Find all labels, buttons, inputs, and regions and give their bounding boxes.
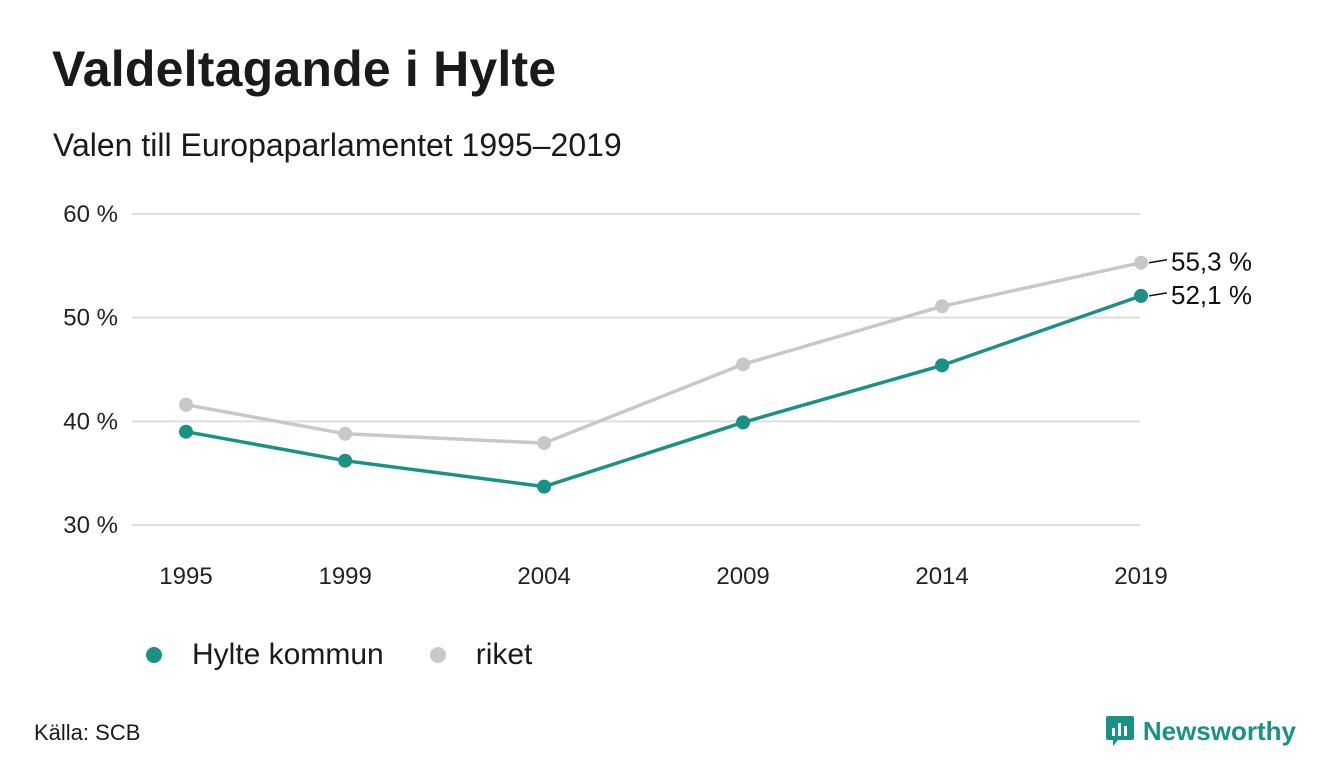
- data-point-riket: [1134, 255, 1148, 270]
- y-tick-label: 30 %: [63, 512, 118, 539]
- brand-logo[interactable]: Newsworthy: [1105, 714, 1296, 748]
- data-point-riket: [935, 299, 950, 314]
- end-labels: 55,3 %52,1 %: [1148, 247, 1252, 310]
- data-point-riket: [338, 426, 353, 441]
- x-tick-label: 1995: [159, 563, 212, 590]
- x-tick-label: 2004: [517, 563, 570, 590]
- end-label-riket: 55,3 %: [1171, 247, 1252, 277]
- x-tick-label: 2009: [716, 563, 769, 590]
- legend: Hylte kommun riket: [146, 638, 578, 672]
- end-label-hylte-kommun: 52,1 %: [1171, 280, 1252, 310]
- legend-label-hylte: Hylte kommun: [192, 638, 384, 671]
- data-point-riket: [179, 397, 193, 412]
- data-point-hylte-kommun: [179, 424, 193, 439]
- bar-chart-speech-icon: [1105, 716, 1134, 746]
- gridlines: [132, 213, 1140, 526]
- x-tick-label: 1999: [318, 563, 371, 590]
- chart-title: Valdeltagande i Hylte: [52, 41, 557, 97]
- y-tick-label: 60 %: [63, 201, 118, 228]
- data-point-riket: [736, 357, 751, 372]
- legend-dot-riket: [429, 647, 446, 663]
- legend-item-riket[interactable]: riket: [429, 638, 533, 672]
- data-point-riket: [537, 436, 552, 451]
- x-axis-ticks: 1995 1999 2004 2009 2014 2019: [159, 563, 1167, 590]
- x-tick-label: 2019: [1114, 563, 1167, 590]
- legend-dot-hylte: [146, 647, 162, 663]
- y-tick-label: 40 %: [63, 408, 118, 435]
- data-point-hylte-kommun: [736, 415, 751, 430]
- legend-item-hylte[interactable]: Hylte kommun: [146, 638, 384, 672]
- legend-label-riket: riket: [475, 638, 533, 671]
- chart-subtitle: Valen till Europaparlamentet 1995–2019: [53, 127, 622, 163]
- series-line-riket: [185, 260, 1142, 445]
- series-group: [179, 255, 1148, 494]
- source-note: Källa: SCB: [34, 720, 141, 745]
- data-point-hylte-kommun: [338, 453, 353, 468]
- line-chart: 30 % 40 % 50 % 60 % 1995 1999 2004 2009 2014 201…: [63, 201, 1252, 590]
- end-label-leader: [1148, 292, 1168, 297]
- series-line-hylte-kommun: [185, 294, 1142, 489]
- data-point-hylte-kommun: [1134, 288, 1148, 303]
- x-tick-label: 2014: [915, 563, 968, 590]
- y-axis-ticks: 30 % 40 % 50 % 60 %: [63, 201, 118, 539]
- y-tick-label: 50 %: [63, 305, 118, 332]
- end-label-leader: [1148, 258, 1168, 264]
- brand-name: Newsworthy: [1142, 715, 1296, 746]
- data-point-hylte-kommun: [935, 358, 950, 373]
- data-point-hylte-kommun: [537, 479, 552, 494]
